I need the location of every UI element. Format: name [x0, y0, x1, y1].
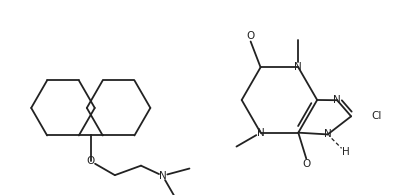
- Text: H: H: [342, 147, 350, 157]
- Text: Cl: Cl: [372, 111, 382, 121]
- Text: O: O: [246, 31, 255, 41]
- Text: N: N: [324, 129, 332, 139]
- Text: N: N: [333, 95, 341, 105]
- Text: O: O: [302, 159, 310, 169]
- Text: N: N: [257, 128, 264, 138]
- Text: N: N: [159, 171, 166, 181]
- Text: N: N: [294, 62, 302, 72]
- Text: O: O: [87, 156, 95, 166]
